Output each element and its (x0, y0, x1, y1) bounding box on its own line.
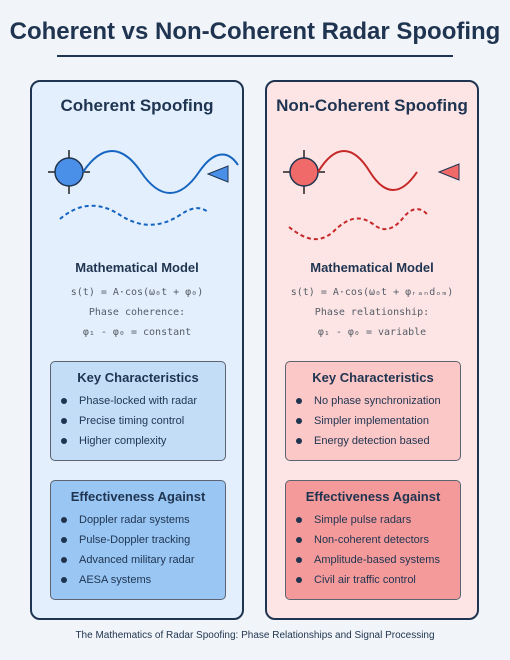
title-divider (57, 55, 453, 57)
noncoherent-model-title: Mathematical Model (310, 260, 434, 275)
spoof-signal-wave (288, 208, 428, 241)
radar-icon (289, 157, 319, 187)
radar-signal-wave (82, 150, 239, 194)
coherent-phase-equation: φ₁ - φ₀ = constant (82, 327, 192, 338)
coherent-model-title: Mathematical Model (75, 260, 199, 275)
coherent-panel-title: Coherent Spoofing (60, 96, 214, 115)
list-item: Pulse-Doppler tracking (57, 530, 225, 550)
coherent-panel: Coherent Spoofing Mathematical Model s(t… (30, 80, 244, 620)
list-item: Energy detection based (292, 431, 460, 451)
noncoherent-characteristics-title: Key Characteristics (312, 370, 434, 385)
noncoherent-characteristics-box: Key Characteristics No phase synchroniza… (285, 361, 461, 461)
list-item: Non-coherent detectors (292, 530, 460, 550)
coherent-characteristics-title: Key Characteristics (77, 370, 199, 385)
noncoherent-signal-diagram (283, 150, 460, 241)
noncoherent-effectiveness-box: Effectiveness Against Simple pulse radar… (285, 480, 461, 600)
coherent-equation: s(t) = A·cos(ω₀t + φ₀) (70, 287, 204, 298)
list-item: Simpler implementation (292, 411, 460, 431)
list-item: Simple pulse radars (292, 510, 460, 530)
noncoherent-equation: s(t) = A·cos(ω₀t + φᵣₐₙdₒₘ) (290, 287, 454, 298)
noncoherent-effectiveness-title: Effectiveness Against (305, 489, 441, 504)
noncoherent-phase-label: Phase relationship: (314, 307, 430, 318)
footer-caption: The Mathematics of Radar Spoofing: Phase… (75, 630, 435, 641)
list-item: Advanced military radar (57, 550, 225, 570)
list-item: Higher complexity (57, 431, 225, 451)
noncoherent-panel: Non-Coherent Spoofing Mathematical Model… (265, 80, 479, 620)
list-item: Doppler radar systems (57, 510, 225, 530)
page-title: Coherent vs Non-Coherent Radar Spoofing (9, 18, 501, 45)
list-item: No phase synchronization (292, 391, 460, 411)
radar-signal-wave (317, 150, 418, 191)
coherent-characteristics-box: Key Characteristics Phase-locked with ra… (50, 361, 226, 461)
target-icon (437, 163, 460, 181)
noncoherent-panel-title: Non-Coherent Spoofing (276, 96, 468, 115)
noncoherent-phase-equation: φ₁ - φ₀ = variable (317, 327, 427, 338)
coherent-phase-label: Phase coherence: (88, 307, 186, 318)
list-item: Civil air traffic control (292, 570, 460, 590)
target-icon (206, 165, 229, 183)
radar-icon (54, 157, 84, 187)
coherent-signal-diagram (48, 150, 239, 226)
coherent-effectiveness-box: Effectiveness Against Doppler radar syst… (50, 480, 226, 600)
coherent-effectiveness-title: Effectiveness Against (70, 489, 206, 504)
list-item: AESA systems (57, 570, 225, 590)
spoof-signal-wave (59, 204, 209, 226)
list-item: Precise timing control (57, 411, 225, 431)
list-item: Phase-locked with radar (57, 391, 225, 411)
list-item: Amplitude-based systems (292, 550, 460, 570)
